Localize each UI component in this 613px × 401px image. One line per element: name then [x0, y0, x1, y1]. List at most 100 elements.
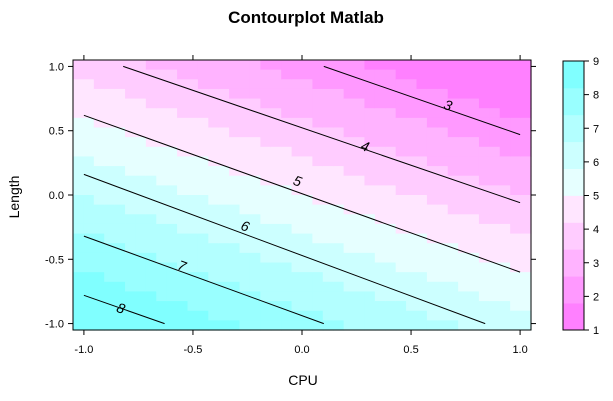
surface-cell [197, 156, 209, 167]
surface-cell [302, 79, 314, 90]
surface-cell [458, 252, 470, 264]
surface-cell [364, 310, 376, 321]
surface-cell [249, 291, 261, 302]
surface-cell [218, 69, 230, 80]
surface-cell [249, 223, 261, 235]
surface-cell [468, 320, 480, 331]
surface-cell [406, 146, 418, 158]
surface-cell [437, 108, 449, 119]
surface-cell [468, 175, 480, 186]
surface-cell [177, 108, 189, 119]
surface-cell [374, 204, 386, 215]
surface-cell [354, 281, 366, 293]
surface-cell [187, 88, 199, 100]
surface-cell [145, 195, 157, 206]
surface-cell [291, 166, 303, 177]
surface-cell [114, 195, 126, 206]
surface-cell [437, 272, 449, 283]
surface-cell [489, 281, 501, 293]
surface-cell [302, 291, 314, 302]
surface-cell [354, 146, 366, 158]
surface-cell [270, 108, 282, 119]
surface-cell [333, 60, 345, 71]
surface-cell [437, 79, 449, 90]
surface-cell [239, 310, 251, 321]
surface-cell [145, 223, 157, 235]
surface-cell [416, 262, 428, 273]
surface-cell [406, 214, 418, 225]
surface-cell [177, 195, 189, 206]
surface-cell [406, 137, 418, 148]
surface-cell [302, 214, 314, 225]
surface-cell [83, 252, 95, 264]
surface-cell [343, 185, 355, 196]
surface-cell [166, 252, 178, 264]
surface-cell [468, 214, 480, 225]
surface-cell [385, 156, 397, 167]
surface-cell [364, 320, 376, 331]
surface-cell [416, 291, 428, 302]
surface-cell [260, 88, 272, 100]
surface-cell [229, 69, 241, 80]
surface-cell [125, 291, 137, 302]
surface-cell [489, 243, 501, 254]
surface-cell [249, 127, 261, 138]
surface-cell [281, 127, 293, 138]
surface-cell [499, 185, 511, 196]
surface-cell [229, 88, 241, 100]
surface-cell [447, 117, 459, 129]
surface-cell [354, 252, 366, 264]
surface-cell [416, 137, 428, 148]
surface-cell [229, 320, 241, 331]
surface-cell [291, 108, 303, 119]
surface-cell [291, 291, 303, 302]
surface-cell [270, 291, 282, 302]
surface-cell [83, 175, 95, 186]
surface-cell [281, 88, 293, 100]
surface-cell [166, 108, 178, 119]
surface-cell [499, 272, 511, 283]
surface-cell [333, 117, 345, 129]
surface-cell [197, 98, 209, 109]
surface-cell [354, 156, 366, 167]
surface-cell [302, 223, 314, 235]
surface-cell [73, 60, 85, 71]
surface-cell [145, 281, 157, 293]
surface-cell [239, 272, 251, 283]
surface-cell [73, 272, 85, 283]
surface-cell [260, 117, 272, 129]
surface-cell [83, 272, 95, 283]
surface-cell [374, 108, 386, 119]
surface-cell [156, 88, 168, 100]
surface-cell [354, 320, 366, 331]
surface-cell [426, 117, 438, 129]
surface-cell [83, 195, 95, 206]
surface-cell [229, 291, 241, 302]
surface-cell [437, 204, 449, 215]
surface-cell [333, 252, 345, 264]
surface-cell [416, 117, 428, 129]
surface-cell [374, 281, 386, 293]
surface-cell [187, 60, 199, 71]
surface-cell [510, 320, 522, 331]
surface-cell [364, 137, 376, 148]
surface-cell [177, 79, 189, 90]
surface-cell [291, 98, 303, 109]
surface-cell [416, 310, 428, 321]
surface-cell [343, 117, 355, 129]
surface-cell [281, 156, 293, 167]
surface-cell [239, 281, 251, 293]
colorbar-tick-label: 8 [593, 90, 599, 102]
surface-cell [489, 127, 501, 138]
surface-cell [468, 262, 480, 273]
surface-cell [249, 185, 261, 196]
surface-cell [83, 262, 95, 273]
surface-cell [426, 69, 438, 80]
surface-cell [145, 301, 157, 312]
surface-cell [187, 166, 199, 177]
surface-cell [145, 69, 157, 80]
surface-cell [312, 79, 324, 90]
surface-cell [478, 98, 490, 109]
surface-cell [291, 262, 303, 273]
surface-cell [437, 117, 449, 129]
